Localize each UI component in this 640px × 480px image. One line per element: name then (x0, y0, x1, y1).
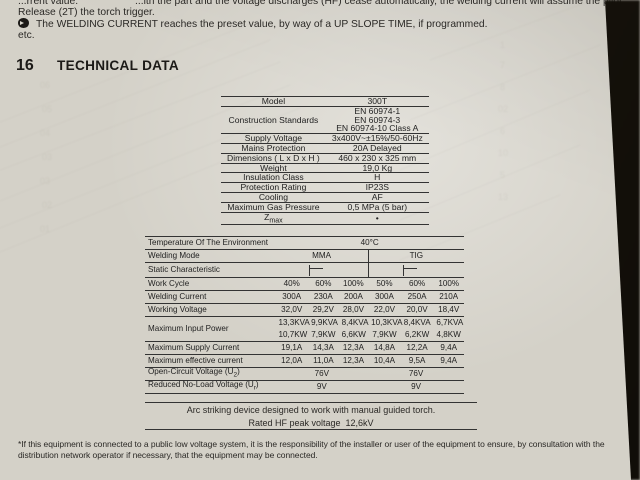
svg-text:06: 06 (40, 80, 50, 90)
svg-text:8: 8 (500, 82, 505, 92)
svg-text:03: 03 (40, 176, 50, 186)
svg-text:02: 02 (498, 104, 508, 114)
svg-text:02: 02 (42, 200, 52, 210)
svg-text:1: 1 (500, 40, 505, 50)
svg-text:05: 05 (42, 104, 52, 114)
svg-text:03: 03 (42, 152, 52, 162)
svg-text:01: 01 (40, 224, 50, 234)
svg-text:10: 10 (498, 148, 508, 158)
svg-text:7: 7 (500, 60, 505, 70)
svg-text:13: 13 (498, 192, 508, 202)
svg-text:6: 6 (500, 126, 505, 136)
svg-text:04: 04 (40, 128, 50, 138)
svg-text:5: 5 (500, 170, 505, 180)
